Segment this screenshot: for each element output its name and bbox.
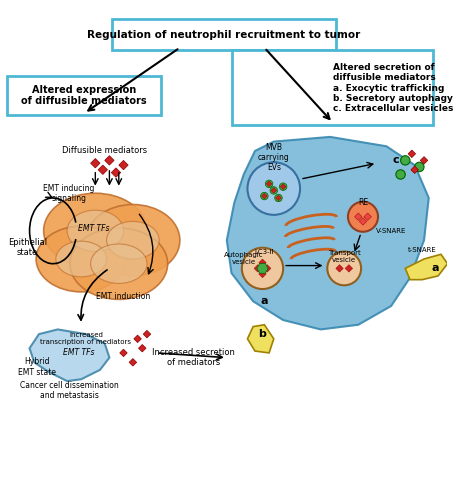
Ellipse shape <box>107 222 159 259</box>
Polygon shape <box>120 349 127 356</box>
Text: Diffusible mediators: Diffusible mediators <box>62 147 147 155</box>
Polygon shape <box>105 156 114 165</box>
Circle shape <box>396 170 405 179</box>
Polygon shape <box>98 165 108 174</box>
FancyBboxPatch shape <box>112 19 336 50</box>
Polygon shape <box>259 270 266 278</box>
Polygon shape <box>29 329 109 381</box>
Text: t-SNARE: t-SNARE <box>408 246 437 253</box>
Polygon shape <box>143 330 151 338</box>
Polygon shape <box>364 213 372 221</box>
Polygon shape <box>259 259 266 266</box>
Circle shape <box>401 156 410 165</box>
Polygon shape <box>262 193 267 199</box>
Text: b: b <box>258 329 266 339</box>
Ellipse shape <box>91 244 147 283</box>
Polygon shape <box>411 166 419 173</box>
Text: Increased
transcription of mediators: Increased transcription of mediators <box>40 332 131 345</box>
Text: RE: RE <box>358 198 368 207</box>
Polygon shape <box>119 160 128 170</box>
Text: EMT TFs: EMT TFs <box>78 225 109 233</box>
Text: Autophagic
vesicle: Autophagic vesicle <box>224 252 264 265</box>
Text: Increased secretion
of mediators: Increased secretion of mediators <box>153 348 236 367</box>
Polygon shape <box>408 150 416 158</box>
Polygon shape <box>280 184 286 189</box>
FancyBboxPatch shape <box>232 51 433 125</box>
Polygon shape <box>91 158 100 168</box>
Circle shape <box>261 192 268 200</box>
Polygon shape <box>359 218 367 225</box>
Ellipse shape <box>44 193 147 268</box>
Text: Cancer cell dissemination
and metastasis: Cancer cell dissemination and metastasis <box>19 381 118 400</box>
Polygon shape <box>345 264 353 272</box>
Text: EMT inducing
signaling: EMT inducing signaling <box>43 184 95 203</box>
Ellipse shape <box>56 241 107 277</box>
FancyBboxPatch shape <box>7 76 161 115</box>
Text: Epithelial
state: Epithelial state <box>8 238 47 258</box>
Ellipse shape <box>36 226 126 292</box>
Polygon shape <box>134 335 141 342</box>
Text: EMT induction: EMT induction <box>96 292 151 301</box>
Text: Altered expression
of diffusible mediators: Altered expression of diffusible mediato… <box>21 85 147 106</box>
Text: Transport
vesicle: Transport vesicle <box>328 250 361 262</box>
Text: LC3-II: LC3-II <box>255 249 274 255</box>
Text: MVB
carrying
EVs: MVB carrying EVs <box>258 143 290 172</box>
Polygon shape <box>247 325 274 353</box>
Ellipse shape <box>70 228 168 300</box>
Polygon shape <box>227 137 429 329</box>
Text: Altered secretion of
diffusible mediators
a. Exocytic trafficking
b. Secretory a: Altered secretion of diffusible mediator… <box>333 63 453 113</box>
Circle shape <box>242 248 283 289</box>
Polygon shape <box>355 213 362 221</box>
Text: a: a <box>261 296 268 306</box>
Text: EMT TFs: EMT TFs <box>63 348 94 357</box>
Circle shape <box>265 180 273 187</box>
Text: c: c <box>392 155 399 166</box>
Circle shape <box>275 194 282 202</box>
Circle shape <box>328 251 361 285</box>
Polygon shape <box>336 264 343 272</box>
Polygon shape <box>420 157 428 164</box>
Text: a: a <box>431 263 439 273</box>
Circle shape <box>279 183 287 190</box>
Polygon shape <box>266 181 272 187</box>
Polygon shape <box>405 254 447 280</box>
Circle shape <box>247 162 300 215</box>
Polygon shape <box>257 263 268 273</box>
Ellipse shape <box>86 205 180 276</box>
Polygon shape <box>264 264 271 272</box>
Circle shape <box>348 202 378 232</box>
Circle shape <box>270 187 277 194</box>
Text: Hybrid
EMT state: Hybrid EMT state <box>18 357 56 377</box>
Polygon shape <box>111 168 121 177</box>
Text: Regulation of neutrophil recruitment to tumor: Regulation of neutrophil recruitment to … <box>87 30 361 39</box>
Text: V-SNARE: V-SNARE <box>376 228 406 234</box>
Polygon shape <box>254 264 262 272</box>
Circle shape <box>415 162 424 171</box>
Ellipse shape <box>67 210 124 251</box>
Polygon shape <box>129 358 137 366</box>
Polygon shape <box>276 195 281 201</box>
Polygon shape <box>271 187 277 193</box>
Polygon shape <box>138 344 146 352</box>
